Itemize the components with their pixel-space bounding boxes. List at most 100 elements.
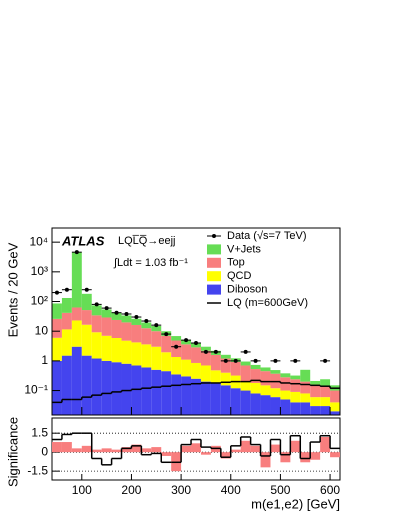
x-tick-label: 100	[72, 483, 92, 497]
stack-bar	[210, 382, 221, 415]
y-tick-label: 10³	[31, 264, 48, 278]
stack-bar	[81, 293, 92, 311]
data-point	[253, 358, 258, 363]
stack-bar	[181, 359, 192, 377]
stack-bar	[330, 402, 340, 412]
stack-bar	[330, 390, 340, 403]
stack-bar	[91, 358, 102, 415]
stack-bar	[61, 312, 72, 330]
legend-label: QCD	[227, 270, 252, 282]
significance-bar	[191, 443, 201, 453]
stack-bar	[161, 335, 172, 353]
stack-bar	[300, 369, 311, 382]
data-point	[233, 358, 238, 363]
stack-bar	[161, 352, 172, 372]
y-tick-label: 10	[35, 323, 49, 337]
significance-bar	[181, 445, 192, 453]
stack-bar	[200, 350, 211, 366]
stack-bar	[111, 337, 122, 363]
data-point	[194, 341, 198, 346]
process-label: LQL̅Q̅→eejj	[118, 235, 175, 247]
stack-bar	[91, 332, 102, 359]
legend-swatch	[207, 244, 221, 255]
stack-bar	[71, 346, 82, 415]
significance-bar	[250, 445, 261, 453]
data-point	[164, 332, 169, 337]
legend-label: Diboson	[227, 284, 267, 296]
stack-bar	[310, 384, 321, 398]
stack-bar	[81, 355, 92, 415]
stack-bar	[230, 361, 241, 376]
stack-bar	[141, 344, 152, 368]
significance-bar	[270, 444, 281, 453]
stack-bar	[121, 340, 132, 364]
data-point	[323, 358, 328, 363]
legend-label: V+Jets	[227, 243, 261, 255]
stack-bar	[181, 344, 192, 360]
significance-bar	[81, 445, 92, 453]
significance-bar	[230, 449, 241, 453]
stack-bar	[151, 325, 162, 332]
stack-bar	[200, 381, 211, 415]
stack-bar	[111, 362, 122, 415]
stack-bar	[240, 361, 251, 366]
significance-bar	[320, 436, 331, 453]
legend-swatch	[207, 257, 221, 268]
significance-bar	[141, 448, 152, 453]
stack-bar	[280, 373, 291, 378]
stack-bar	[270, 370, 281, 374]
legend-marker	[212, 234, 216, 238]
stack-bar	[171, 357, 182, 375]
data-point	[213, 349, 218, 354]
stack-bar	[290, 379, 301, 392]
x-tick-label: 300	[171, 483, 191, 497]
stack-bar	[71, 320, 82, 347]
data-point	[94, 302, 99, 307]
y-tick-label: 0	[41, 444, 48, 458]
stack-bar	[200, 365, 211, 382]
x-tick-label: 200	[121, 483, 141, 497]
significance-bar	[290, 440, 301, 453]
significance-bar	[260, 452, 271, 468]
significance-bar	[111, 449, 122, 453]
stack-bar	[270, 397, 281, 415]
significance-bar	[121, 447, 132, 453]
data-point	[184, 338, 189, 343]
significance-bar	[61, 442, 72, 453]
data-point	[243, 349, 248, 354]
stack-bar	[101, 317, 112, 336]
stack-bar	[290, 391, 301, 403]
stack-bar	[210, 354, 221, 371]
significance-axis-label: Significance	[5, 417, 20, 487]
stack-bar	[121, 315, 132, 323]
significance-bar	[310, 452, 321, 460]
stack-bar	[220, 385, 231, 415]
stack-bar	[310, 380, 321, 385]
stack-bar	[141, 322, 152, 329]
stack-bar	[300, 381, 311, 394]
stack-bar	[191, 378, 201, 415]
stack-bar	[71, 252, 82, 308]
y-tick-label: 10²	[31, 294, 48, 308]
x-tick-label: 400	[221, 483, 241, 497]
stack-bar	[191, 362, 201, 379]
stack-bar	[171, 336, 182, 341]
stack-bar	[131, 342, 142, 366]
stack-bar	[240, 390, 251, 415]
legend-swatch	[207, 284, 221, 295]
stack-bar	[250, 393, 261, 415]
data-point	[104, 306, 109, 311]
stack-bar	[320, 406, 331, 415]
stack-bar	[280, 377, 291, 391]
stack-bar	[61, 355, 72, 415]
stack-bar	[151, 346, 162, 370]
upper-panel	[52, 250, 340, 415]
stack-bar	[151, 331, 162, 347]
stack-bar	[260, 367, 271, 372]
y-tick-label: 1.5	[31, 425, 48, 439]
stack-bar	[240, 365, 251, 382]
stack-bar	[91, 315, 102, 333]
legend-label: Top	[227, 257, 245, 269]
data-point	[84, 287, 89, 292]
